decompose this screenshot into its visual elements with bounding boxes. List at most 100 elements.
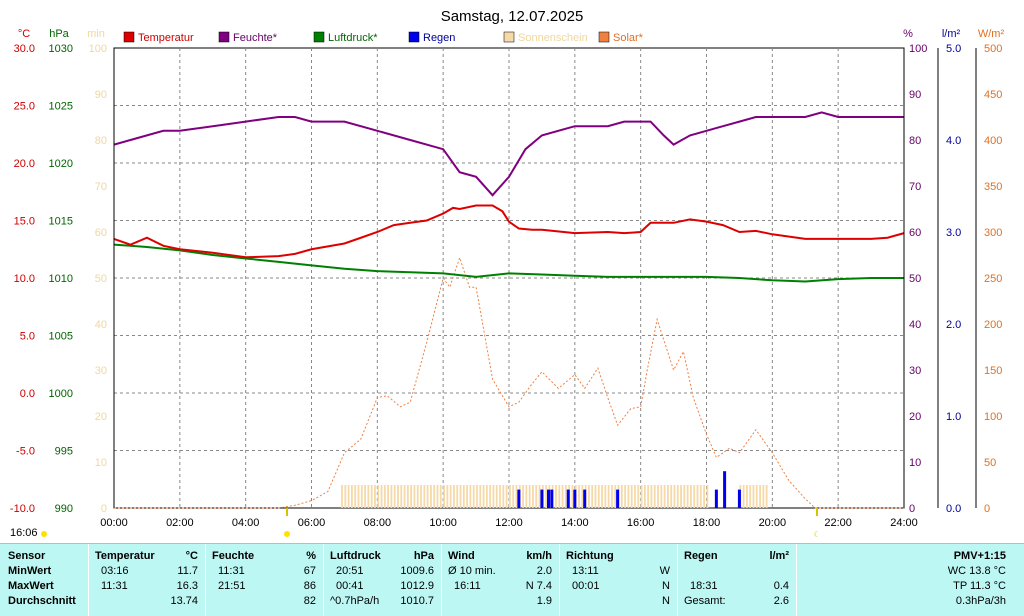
humidity-tick-label: 100 (909, 43, 927, 55)
minutes-tick-label: 20 (95, 411, 107, 423)
wind-avg-value: 1.9 (536, 595, 552, 607)
sunshine-bar (456, 485, 459, 508)
sunshine-bar (699, 485, 702, 508)
legend-label-feuchte: Feuchte* (233, 32, 278, 44)
minutes-tick-label: 50 (95, 273, 107, 285)
sunshine-bar (683, 485, 686, 508)
sunshine-bar (561, 485, 564, 508)
sunshine-bar (351, 485, 353, 508)
column-separator (323, 544, 324, 616)
sunshine-bar (367, 485, 370, 508)
weather-chart: Samstag, 12.07.2025 Temperatur Feuchte* … (10, 8, 1005, 539)
pressure-max-time: 00:41 (336, 580, 364, 592)
sunshine-bar (453, 485, 455, 508)
solar-line (114, 256, 904, 509)
sunshine-bar (360, 485, 363, 508)
header-wind-unit: km/h (526, 550, 552, 562)
sunshine-bar (505, 485, 508, 508)
x-tick-label: 08:00 (364, 517, 392, 529)
legend-item-sonnenschein: Sonnenschein (503, 31, 588, 44)
sunshine-bar (492, 485, 495, 508)
sunshine-bar (502, 485, 505, 508)
sunshine-bar (479, 485, 482, 508)
sunshine-bar (693, 485, 696, 508)
x-tick-label: 16:00 (627, 517, 655, 529)
header-humidity: Feuchte (212, 550, 255, 562)
sunshine-bar (752, 485, 755, 508)
sunshine-bar (611, 485, 613, 508)
sunshine-bar (696, 485, 699, 508)
sunshine-bar (354, 485, 357, 508)
sunshine-bar (462, 485, 465, 508)
minutes-tick-label: 10 (95, 457, 107, 469)
legend-swatch-feuchte (218, 31, 230, 43)
sunshine-bar (660, 485, 663, 508)
rain-bar (737, 489, 741, 508)
press-tick-label: 1015 (49, 216, 73, 228)
humidity-tick-label: 60 (909, 227, 921, 239)
minutes-tick-label: 90 (95, 89, 107, 101)
sunshine-bar (522, 485, 524, 508)
chart-title: Samstag, 12.07.2025 (441, 8, 584, 25)
row-label: MaxWert (8, 580, 54, 592)
rain-bar (550, 489, 554, 508)
solar-tick-label: 450 (984, 89, 1002, 101)
temp-max-value: 16.3 (176, 580, 198, 592)
header-pmv: PMV+1:15 (953, 550, 1006, 562)
legend-label-solar: Solar* (613, 32, 644, 44)
humidity-min-value: 67 (303, 565, 316, 577)
solar-tick-label: 50 (984, 457, 996, 469)
wind-avg-label: Ø 10 min. (448, 565, 496, 577)
statistics-table: Sensor Temperatur °C Feuchte % Luftdruck… (0, 543, 1024, 616)
sunshine-bar (627, 485, 630, 508)
temp-max-time: 11:31 (101, 580, 128, 592)
legend: Temperatur Feuchte* Luftdruck* Regen Son… (123, 31, 644, 44)
sunshine-bar (495, 485, 498, 508)
rain-bar (547, 489, 550, 508)
solar-tick-label: 250 (984, 273, 1002, 285)
sunshine-bar (746, 485, 748, 508)
rain-bar (616, 489, 620, 508)
minutes-unit-label: min (87, 28, 105, 40)
rain-unit-label: l/m² (942, 28, 961, 40)
temp-tick-label: -10.0 (10, 503, 35, 515)
column-separator (88, 544, 89, 616)
column-separator (441, 544, 442, 616)
legend-item-regen: Regen (408, 31, 455, 44)
x-tick-label: 14:00 (561, 517, 589, 529)
sunshine-bar (433, 485, 436, 508)
rain-tick-label: 5.0 (946, 43, 961, 55)
temp-min-value: 11.7 (177, 565, 198, 577)
legend-swatch-temperatur (123, 31, 135, 43)
solar-tick-label: 400 (984, 135, 1002, 147)
humidity-tick-label: 70 (909, 181, 921, 193)
sunshine-bar (601, 485, 603, 508)
sunshine-bar (341, 485, 343, 508)
header-rain: Regen (684, 550, 718, 562)
sunshine-bar (449, 485, 452, 508)
rain-bar (540, 489, 544, 508)
sunshine-bar (400, 485, 403, 508)
minutes-tick-label: 70 (95, 181, 107, 193)
legend-swatch-luftdruck (313, 31, 325, 43)
sunshine-bar (607, 485, 610, 508)
sunshine-bar (446, 485, 449, 508)
temp-tick-label: 25.0 (14, 101, 35, 113)
solar-tick-label: 100 (984, 411, 1002, 423)
rain-bar (583, 489, 587, 508)
press-tick-label: 1005 (49, 331, 73, 343)
current-time-icon (41, 531, 47, 537)
sunshine-bar (397, 485, 399, 508)
minutes-tick-label: 0 (101, 503, 107, 515)
temp-min-time: 03:16 (101, 565, 129, 577)
sunshine-bar (466, 485, 469, 508)
sunshine-bar (588, 485, 590, 508)
press-unit-label: hPa (49, 28, 69, 40)
sunshine-bar (380, 485, 383, 508)
column-separator (559, 544, 560, 616)
press-tick-label: 1025 (49, 101, 73, 113)
sunshine-bar (420, 485, 422, 508)
pressure-min-time: 20:51 (336, 565, 364, 577)
temp-tick-label: 20.0 (14, 158, 35, 170)
rain-bar (517, 489, 521, 508)
